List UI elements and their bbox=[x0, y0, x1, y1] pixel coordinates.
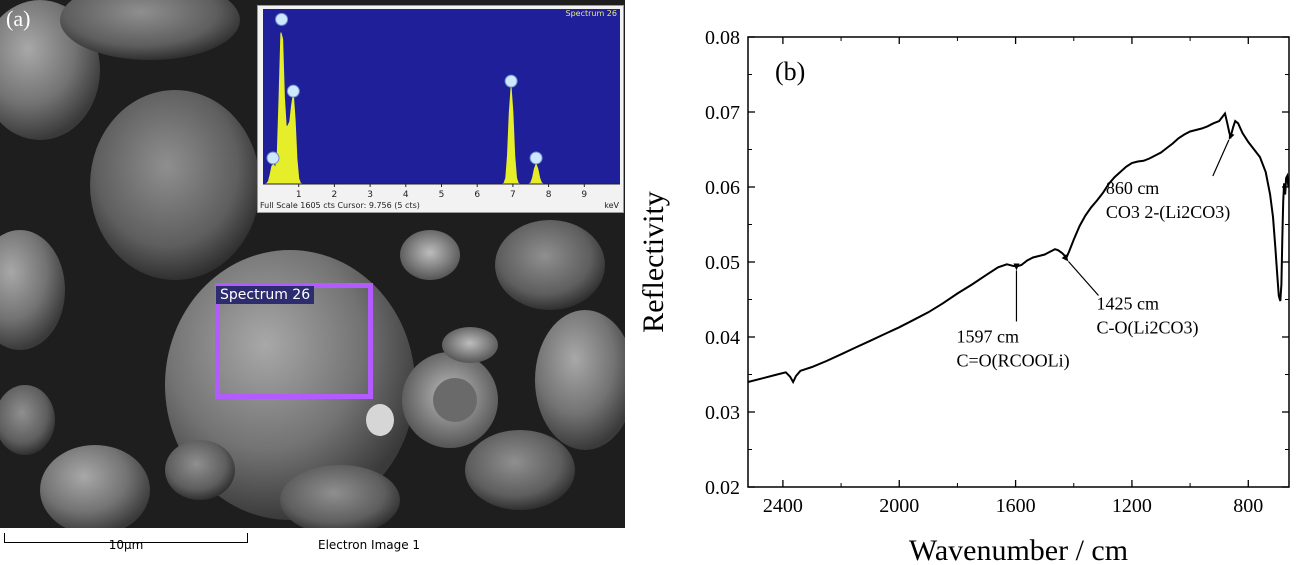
annotation-wavenumber: 860 cm bbox=[1106, 178, 1160, 198]
x-tick-label: 800 bbox=[1233, 495, 1263, 517]
reflectivity-series-line bbox=[747, 111, 1290, 385]
edx-tick-label: 9 bbox=[581, 190, 587, 200]
edx-tick-label: 8 bbox=[546, 190, 552, 200]
image-caption: Electron Image 1 bbox=[318, 538, 421, 552]
annotation-wavenumber: 1597 cm bbox=[956, 327, 1019, 347]
edx-spectrum-inset: 1 2 3 4 5 6 7 8 9 Spectrum 26 Full Scale 1605 ct… bbox=[257, 5, 624, 213]
x-tick-label: 2400 bbox=[763, 495, 803, 517]
edx-peak-marker-icon bbox=[286, 84, 300, 98]
spectrum-region-box[interactable] bbox=[215, 283, 373, 399]
y-tick-label: 0.03 bbox=[705, 402, 740, 424]
y-tick-label: 0.04 bbox=[705, 327, 740, 349]
scale-bar bbox=[4, 533, 248, 543]
edx-tick-label: 7 bbox=[510, 190, 516, 200]
x-tick-label: 1600 bbox=[996, 495, 1036, 517]
x-tick-label: 1200 bbox=[1112, 495, 1152, 517]
y-axis-label: Reflectivity bbox=[637, 191, 670, 333]
edx-footer-info: Full Scale 1605 cts Cursor: 9.756 (5 cts… bbox=[260, 201, 420, 210]
annotation-wavenumber: 1425 cm bbox=[1096, 294, 1159, 314]
edx-peak-marker-icon bbox=[275, 12, 289, 26]
reflectivity-chart: 0.02 0.03 0.04 0.05 0.06 0.07 0.08 2400 2000 1600… bbox=[637, 27, 1290, 565]
edx-tick-label: 5 bbox=[439, 190, 445, 200]
edx-spectrum-title: Spectrum 26 bbox=[565, 9, 618, 18]
y-tick-label: 0.07 bbox=[705, 102, 740, 124]
edx-tick-label: 1 bbox=[296, 190, 302, 200]
x-axis-label: Wavenumber / cm bbox=[909, 534, 1128, 565]
edx-peak-marker-icon bbox=[266, 151, 280, 165]
edx-axis-unit: keV bbox=[604, 201, 619, 210]
annotation-assignment: CO3 2-(Li2CO3) bbox=[1106, 202, 1231, 223]
y-tick-label: 0.02 bbox=[705, 477, 740, 499]
scale-bar-label: 10µm bbox=[108, 538, 144, 552]
y-tick-label: 0.05 bbox=[705, 252, 740, 274]
reflectivity-plot-panel: 0.02 0.03 0.04 0.05 0.06 0.07 0.08 2400 2000 1600… bbox=[630, 0, 1299, 565]
spectrum-region-label: Spectrum 26 bbox=[216, 286, 315, 304]
annotation-arrowhead bbox=[1061, 254, 1069, 262]
edx-spectrum-plot: 1 2 3 4 5 6 7 8 9 bbox=[263, 9, 620, 200]
annotation-arrowhead bbox=[1228, 132, 1235, 140]
x-tick-label: 2000 bbox=[879, 495, 919, 517]
panel-a-label: (a) bbox=[6, 6, 31, 31]
annotation-assignment: C=O(RCOOLi) bbox=[956, 351, 1069, 372]
y-tick-label: 0.06 bbox=[705, 177, 740, 199]
sem-panel: (a) 1 2 3 4 5 6 7 8 9 Spectrum 26 Full Scale 160… bbox=[0, 0, 625, 565]
edx-plot-area bbox=[263, 9, 620, 184]
edx-peak-marker-icon bbox=[529, 151, 543, 165]
chart-title: (b) bbox=[775, 57, 805, 86]
edx-tick-label: 6 bbox=[474, 190, 480, 200]
edx-peak-marker-icon bbox=[504, 74, 518, 88]
edx-tick-label: 4 bbox=[403, 190, 409, 200]
annotation-assignment: C-O(Li2CO3) bbox=[1096, 318, 1198, 339]
annotation-arrow bbox=[1068, 261, 1099, 296]
annotation-arrowhead bbox=[1013, 263, 1020, 271]
plot-frame bbox=[747, 36, 1290, 488]
annotation-arrow bbox=[1212, 139, 1230, 177]
y-tick-label: 0.08 bbox=[705, 27, 740, 49]
edx-tick-label: 3 bbox=[367, 190, 373, 200]
edx-tick-label: 2 bbox=[332, 190, 338, 200]
